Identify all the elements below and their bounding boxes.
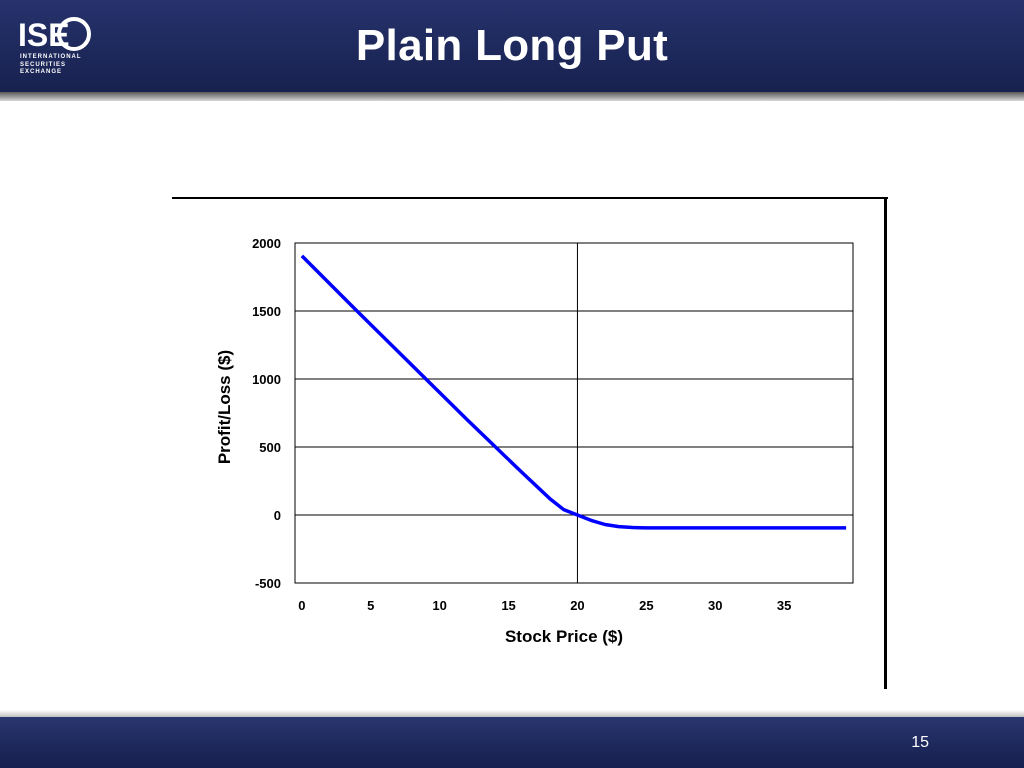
header-shadow: [0, 92, 1024, 101]
x-tick-label-3: 15: [501, 598, 515, 613]
y-tick-label-4: 1500: [252, 304, 281, 319]
y-axis-label: Profit/Loss ($): [215, 350, 234, 464]
footer-shadow: [0, 710, 1024, 718]
ise-logo: ISE: [18, 14, 98, 80]
grid-lines: [295, 242, 853, 584]
series-layer: [300, 254, 847, 530]
y-tick-label-1: 0: [274, 508, 281, 523]
x-tick-label-2: 10: [432, 598, 446, 613]
x-tick-label-6: 30: [708, 598, 722, 613]
logo-caption: INTERNATIONAL SECURITIES EXCHANGE: [20, 54, 82, 77]
x-tick-label-5: 25: [639, 598, 653, 613]
x-axis-label: Stock Price ($): [505, 627, 623, 646]
x-tick-label-1: 5: [367, 598, 374, 613]
logo-line-2: SECURITIES: [20, 61, 67, 68]
y-tick-label-2: 500: [259, 440, 281, 455]
plot-area-border: [294, 242, 854, 584]
chart-frame-top: [172, 197, 888, 199]
y-tick-label-5: 2000: [252, 236, 281, 251]
y-tick-label-0: -500: [255, 576, 281, 591]
footer-bar: [0, 717, 1024, 768]
header-bar: [0, 0, 1024, 92]
x-tick-label-0: 0: [298, 598, 305, 613]
logo-line-1: INTERNATIONAL: [20, 54, 82, 60]
y-tick-label-3: 1000: [252, 372, 281, 387]
series-line-0: [300, 254, 847, 530]
tick-labels: 0 5 10 15 20 25 30 35 -500 0 500 1000 1500 2000: [252, 236, 791, 613]
page-number: 15: [911, 734, 929, 751]
slide-title: Plain Long Put: [355, 21, 669, 70]
x-tick-label-4: 20: [570, 598, 584, 613]
chart-frame-right: [884, 197, 887, 689]
logo-line-3: EXCHANGE: [20, 69, 63, 75]
logo-ring: [57, 17, 91, 51]
ise-logo-mark: ISE: [18, 17, 91, 53]
x-tick-label-7: 35: [777, 598, 791, 613]
